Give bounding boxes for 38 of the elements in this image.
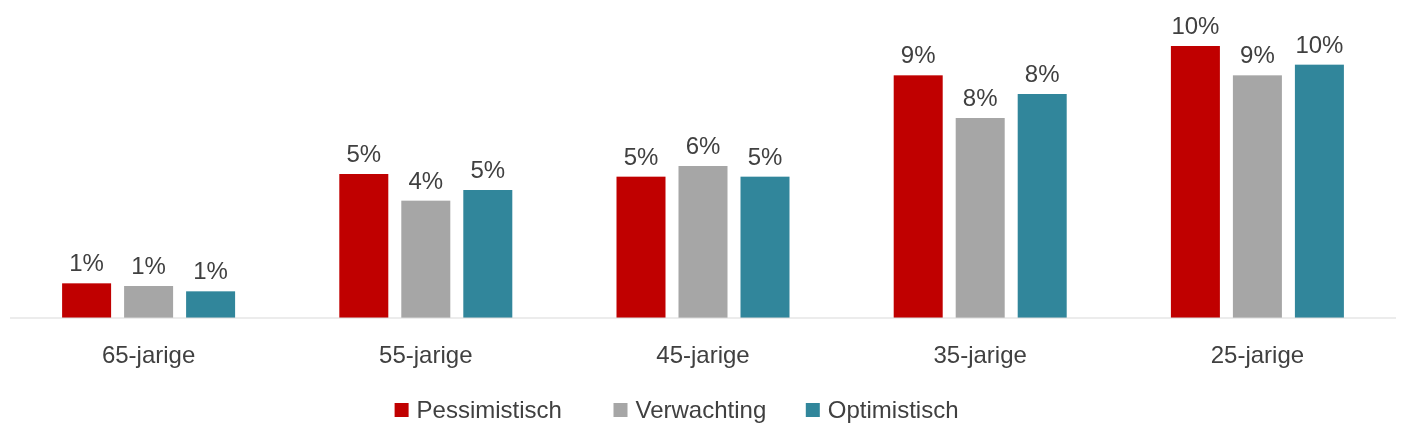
bar (678, 166, 728, 318)
x-tick-label: 25-jarige (1210, 341, 1305, 368)
bar (186, 291, 236, 318)
data-label: 1% (193, 257, 228, 285)
bar (893, 75, 943, 318)
legend-label: Optimistisch (827, 396, 959, 423)
legend-label: Pessimistisch (416, 396, 562, 423)
bar (740, 176, 790, 318)
bar (463, 190, 513, 318)
data-label: 6% (685, 132, 721, 159)
data-label: 1% (69, 249, 104, 277)
x-tick-label: 55-jarige (379, 341, 473, 368)
x-tick-label: 35-jarige (933, 341, 1027, 368)
data-label: 5% (623, 142, 659, 170)
bar (1170, 46, 1220, 318)
x-tick-label: 65-jarige (101, 341, 196, 368)
data-label: 8% (1024, 60, 1060, 87)
legend-label: Verwachting (635, 396, 767, 423)
data-label: 9% (1240, 41, 1275, 69)
data-label: 8% (962, 84, 998, 111)
data-label: 10% (1295, 30, 1344, 58)
bar (1017, 94, 1067, 318)
bar (339, 174, 389, 318)
bar (62, 283, 112, 318)
data-label: 5% (747, 142, 783, 170)
bar (1294, 64, 1344, 318)
data-label: 10% (1171, 12, 1220, 39)
x-tick-label: 45-jarige (656, 341, 750, 368)
bar (955, 118, 1005, 318)
bar (616, 176, 666, 318)
bar (401, 200, 451, 318)
bar (1232, 75, 1282, 318)
bar (124, 286, 174, 318)
data-label: 1% (131, 252, 166, 279)
data-label: 4% (408, 166, 444, 194)
data-label: 5% (346, 140, 382, 167)
data-label: 9% (900, 41, 936, 69)
data-label: 5% (470, 156, 506, 183)
